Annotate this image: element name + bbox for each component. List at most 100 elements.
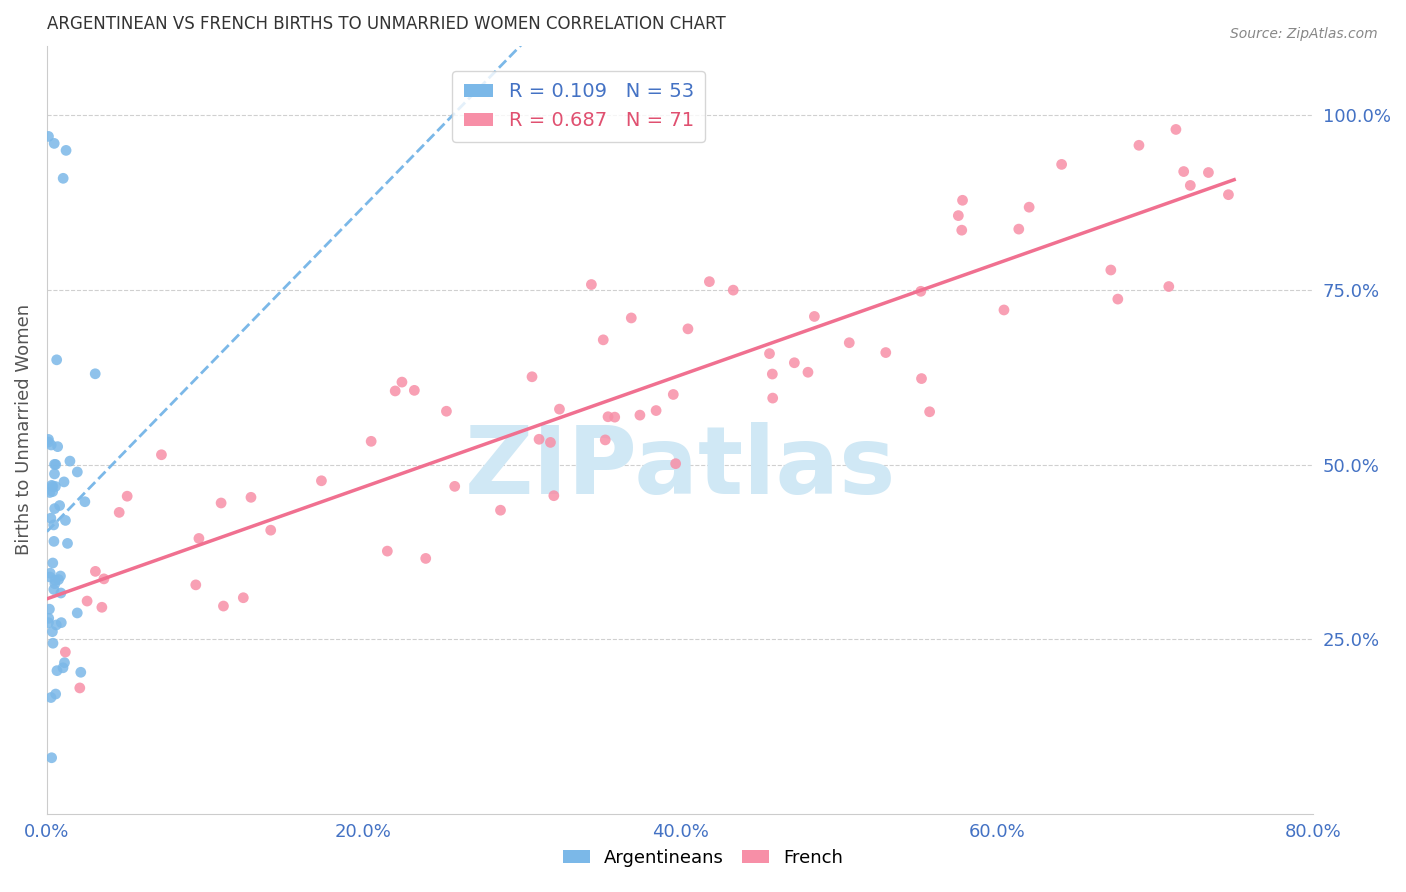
Point — [948, 209, 970, 223]
Point — [37, 129, 59, 144]
Point — [39, 690, 62, 705]
Point — [762, 391, 785, 405]
Point — [240, 491, 263, 505]
Point — [53, 645, 76, 659]
Point — [489, 503, 512, 517]
Point — [42, 479, 65, 493]
Point — [910, 285, 932, 299]
Point — [520, 369, 543, 384]
Point — [52, 661, 75, 675]
Point — [37, 435, 59, 450]
Point — [66, 465, 89, 479]
Point — [44, 501, 66, 516]
Point — [593, 433, 616, 447]
Point — [41, 624, 63, 639]
Point — [69, 665, 91, 680]
Point — [384, 384, 406, 398]
Point — [391, 375, 413, 389]
Point — [49, 569, 72, 583]
Point — [436, 404, 458, 418]
Point — [56, 536, 79, 550]
Point — [38, 485, 60, 500]
Point — [187, 532, 209, 546]
Point — [69, 681, 91, 695]
Point — [41, 478, 63, 492]
Point — [311, 474, 333, 488]
Point — [875, 345, 897, 359]
Point — [1099, 263, 1122, 277]
Text: ARGENTINEAN VS FRENCH BIRTHS TO UNMARRIED WOMEN CORRELATION CHART: ARGENTINEAN VS FRENCH BIRTHS TO UNMARRIE… — [46, 15, 725, 33]
Point — [90, 600, 112, 615]
Point — [628, 408, 651, 422]
Point — [527, 432, 550, 446]
Point — [184, 578, 207, 592]
Point — [1218, 187, 1240, 202]
Point — [443, 479, 465, 493]
Text: Source: ZipAtlas.com: Source: ZipAtlas.com — [1230, 27, 1378, 41]
Point — [803, 310, 825, 324]
Point — [44, 458, 66, 472]
Point — [41, 484, 63, 499]
Point — [596, 409, 619, 424]
Point — [620, 310, 643, 325]
Legend: Argentineans, French: Argentineans, French — [555, 842, 851, 874]
Point — [1050, 157, 1073, 171]
Point — [42, 556, 65, 570]
Point — [39, 570, 62, 584]
Point — [76, 594, 98, 608]
Point — [38, 602, 60, 616]
Y-axis label: Births to Unmarried Women: Births to Unmarried Women — [15, 304, 32, 555]
Point — [375, 544, 398, 558]
Point — [838, 335, 860, 350]
Point — [1008, 222, 1031, 236]
Point — [1128, 138, 1150, 153]
Point — [665, 457, 688, 471]
Point — [761, 367, 783, 381]
Point — [41, 750, 63, 764]
Point — [39, 511, 62, 525]
Point — [1107, 292, 1129, 306]
Point — [84, 565, 107, 579]
Point — [45, 458, 67, 472]
Point — [212, 599, 235, 613]
Point — [39, 566, 62, 581]
Point — [46, 440, 69, 454]
Point — [45, 618, 67, 632]
Point — [115, 489, 138, 503]
Point — [540, 435, 562, 450]
Point — [59, 454, 82, 468]
Point — [45, 687, 67, 701]
Point — [46, 664, 69, 678]
Point — [592, 333, 614, 347]
Point — [543, 489, 565, 503]
Point — [55, 513, 77, 527]
Point — [662, 387, 685, 401]
Point — [42, 636, 65, 650]
Point — [1157, 279, 1180, 293]
Point — [360, 434, 382, 449]
Point — [1173, 164, 1195, 178]
Point — [44, 574, 66, 588]
Point — [49, 586, 72, 600]
Point — [38, 611, 60, 625]
Point — [676, 322, 699, 336]
Text: ZIPatlas: ZIPatlas — [464, 422, 896, 514]
Point — [260, 523, 283, 537]
Point — [150, 448, 173, 462]
Point — [108, 505, 131, 519]
Point — [603, 410, 626, 425]
Point — [84, 367, 107, 381]
Point — [645, 403, 668, 417]
Point — [53, 656, 76, 670]
Point — [1164, 122, 1187, 136]
Point — [209, 496, 232, 510]
Point — [51, 615, 73, 630]
Point — [910, 371, 932, 385]
Point — [797, 365, 820, 379]
Point — [548, 402, 571, 417]
Point — [232, 591, 254, 605]
Point — [45, 352, 67, 367]
Point — [1180, 178, 1202, 193]
Point — [783, 356, 806, 370]
Point — [42, 582, 65, 597]
